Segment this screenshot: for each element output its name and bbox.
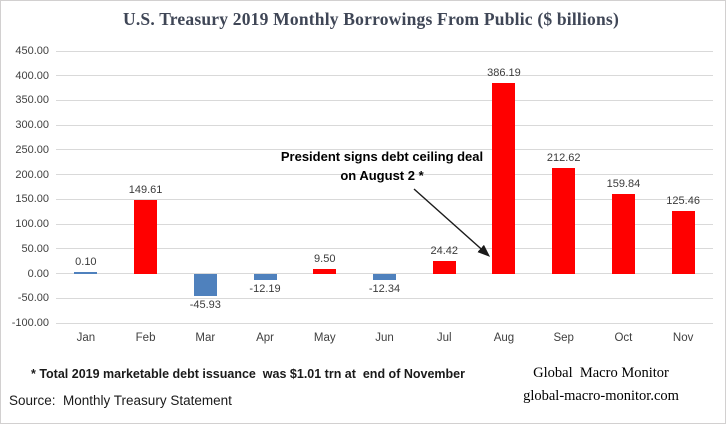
gridline-250.00: [56, 149, 713, 151]
bar-jun: [373, 273, 396, 280]
bar-value-feb: 149.61: [128, 183, 163, 196]
x-label-sep: Sep: [553, 332, 574, 344]
footnote: * Total 2019 marketable debt issuance wa…: [31, 367, 465, 381]
gridline--50.00: [56, 297, 713, 299]
x-label-jul: Jul: [436, 332, 452, 344]
y-tick-50.00: 50.00: [21, 242, 49, 255]
gridline-400.00: [56, 75, 713, 77]
bar-value-mar: -45.93: [189, 299, 221, 312]
bar-oct: [611, 194, 635, 274]
bar-jan: [74, 271, 98, 274]
bar-value-may: 9.50: [314, 252, 336, 265]
bar-value-apr: -12.19: [249, 282, 281, 295]
bar-value-oct: 159.84: [606, 178, 641, 191]
annotation: President signs debt ceiling deal on Aug…: [267, 147, 497, 185]
x-label-nov: Nov: [672, 332, 694, 344]
y-tick-0.00: 0.00: [27, 267, 49, 280]
y-tick-300.00: 300.00: [15, 119, 49, 132]
x-label-jan: Jan: [76, 332, 96, 344]
chart-title: U.S. Treasury 2019 Monthly Borrowings Fr…: [123, 9, 619, 29]
brand-name: Global Macro Monitor: [533, 365, 669, 381]
gridline-50.00: [56, 248, 713, 250]
x-label-apr: Apr: [256, 332, 274, 344]
x-label-aug: Aug: [493, 332, 515, 344]
bar-nov: [671, 211, 695, 274]
y-tick-400.00: 400.00: [15, 69, 49, 82]
bar-aug: [492, 82, 516, 274]
y-tick--100.00: -100.00: [11, 317, 49, 329]
y-tick--50.00: -50.00: [17, 292, 49, 305]
x-label-oct: Oct: [614, 332, 633, 344]
bar-feb: [134, 199, 158, 274]
x-label-feb: Feb: [135, 332, 156, 344]
gridline-300.00: [56, 124, 713, 126]
gridline--100.00: [56, 322, 713, 324]
bar-mar: [193, 273, 217, 297]
bar-value-nov: 125.46: [666, 195, 700, 208]
x-label-may: May: [313, 332, 336, 344]
bar-value-jan: 0.10: [75, 255, 97, 268]
x-label-jun: Jun: [375, 332, 394, 344]
gridline-350.00: [56, 99, 713, 101]
gridline-200.00: [56, 174, 713, 176]
x-label-mar: Mar: [195, 332, 216, 344]
y-tick-450.00: 450.00: [15, 45, 49, 57]
y-tick-350.00: 350.00: [15, 94, 49, 107]
source-line: Source: Monthly Treasury Statement: [9, 393, 232, 408]
bar-sep: [552, 168, 576, 274]
gridline-150.00: [56, 198, 713, 200]
bar-jul: [432, 261, 456, 274]
gridline-100.00: [56, 223, 713, 225]
y-tick-100.00: 100.00: [15, 218, 49, 231]
annotation-line-1: President signs debt ceiling deal: [280, 149, 484, 164]
bar-may: [313, 268, 337, 274]
annotation-line-2: on August 2 *: [340, 168, 424, 183]
gridline-450.00: [56, 50, 713, 52]
bar-apr: [253, 273, 277, 280]
bar-value-aug: 386.19: [487, 66, 521, 79]
bar-value-sep: 212.62: [546, 152, 581, 165]
bar-value-jun: -12.34: [368, 282, 401, 295]
bar-value-jul: 24.42: [430, 245, 458, 258]
y-tick-150.00: 150.00: [15, 193, 49, 206]
y-tick-250.00: 250.00: [15, 143, 49, 156]
y-tick-200.00: 200.00: [15, 168, 49, 181]
brand-url: global-macro-monitor.com: [523, 388, 679, 404]
